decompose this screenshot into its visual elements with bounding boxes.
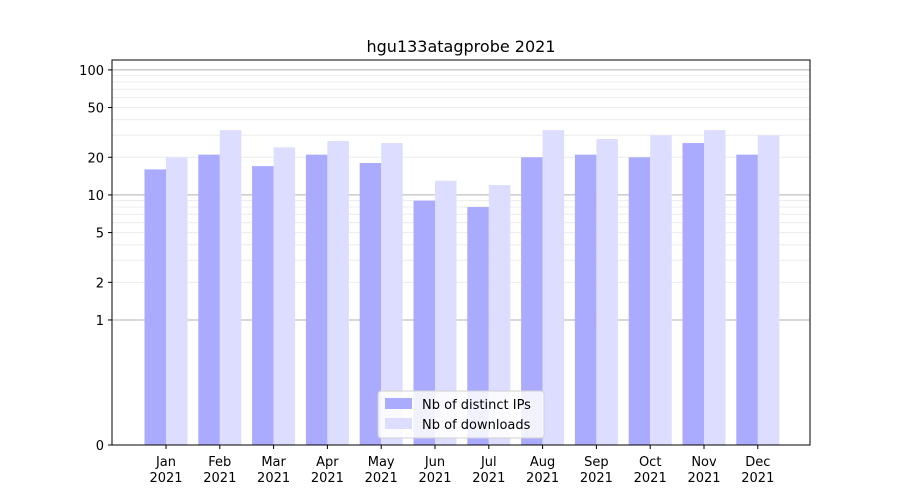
- bar-distinct-ips: [521, 157, 543, 445]
- bar-downloads: [488, 185, 511, 445]
- x-tick-label: Oct 2021: [634, 455, 667, 486]
- plot-frame: [111, 59, 811, 446]
- bar-distinct-ips: [682, 143, 704, 445]
- y-tick-label: 2: [96, 276, 104, 291]
- legend-label: Nb of downloads: [422, 418, 531, 433]
- x-tick-label: Apr 2021: [311, 455, 344, 486]
- x-axis: Jan 2021 Feb 2021 Mar 2021 Apr 2021 May 2021 Jun 20…: [149, 445, 774, 486]
- y-tick-label: 10: [87, 189, 104, 204]
- x-tick-label: Dec 2021: [741, 455, 774, 486]
- bar-distinct-ips: [628, 157, 651, 445]
- legend-swatch: [385, 398, 412, 409]
- bar-downloads: [596, 139, 618, 445]
- bar-distinct-ips: [144, 169, 166, 445]
- legend-box: [377, 390, 545, 439]
- y-tick-label: 100: [79, 64, 104, 79]
- bar-downloads: [757, 135, 780, 445]
- x-tick-label: Feb 2021: [203, 455, 236, 486]
- y-tick-label: 20: [87, 151, 104, 166]
- y-tick-label: 0: [96, 439, 104, 454]
- legend-label: Nb of distinct IPs: [422, 398, 531, 413]
- x-tick-label: Jan 2021: [149, 455, 182, 486]
- y-tick-label: 5: [96, 227, 104, 242]
- y-axis: 0 1 2 5 10 20 50 100: [79, 64, 112, 454]
- bar-distinct-ips: [413, 200, 435, 445]
- bar-distinct-ips: [359, 163, 382, 445]
- bar-downloads: [435, 180, 457, 445]
- legend: Nb of distinct IPs Nb of downloads: [377, 390, 545, 439]
- x-tick-label: May 2021: [365, 455, 398, 486]
- y-tick-label: 50: [87, 102, 104, 117]
- bar-downloads: [327, 140, 349, 445]
- x-tick-label: Nov 2021: [687, 455, 720, 486]
- bar-downloads: [381, 143, 403, 445]
- bar-downloads: [219, 130, 242, 445]
- bar-downloads: [273, 147, 296, 446]
- bar-downloads: [650, 135, 672, 445]
- bar-distinct-ips: [736, 154, 758, 446]
- bar-distinct-ips: [574, 154, 597, 446]
- bar-distinct-ips: [252, 166, 274, 445]
- x-tick-label: Jul 2021: [472, 455, 505, 486]
- bar-downloads: [704, 130, 726, 445]
- bar-distinct-ips: [198, 154, 220, 446]
- chart-title: hgu133atagprobe 2021: [367, 37, 556, 56]
- x-tick-label: Aug 2021: [526, 455, 559, 486]
- x-tick-label: Jun 2021: [418, 455, 451, 486]
- bar-downloads: [166, 157, 188, 445]
- bar-downloads: [542, 130, 565, 445]
- y-tick-label: 1: [96, 314, 104, 329]
- bars: [144, 130, 780, 446]
- legend-swatch: [385, 418, 412, 429]
- bar-distinct-ips: [467, 207, 489, 445]
- x-tick-label: Mar 2021: [257, 455, 290, 486]
- x-tick-label: Sep 2021: [580, 455, 613, 486]
- bar-distinct-ips: [305, 154, 328, 446]
